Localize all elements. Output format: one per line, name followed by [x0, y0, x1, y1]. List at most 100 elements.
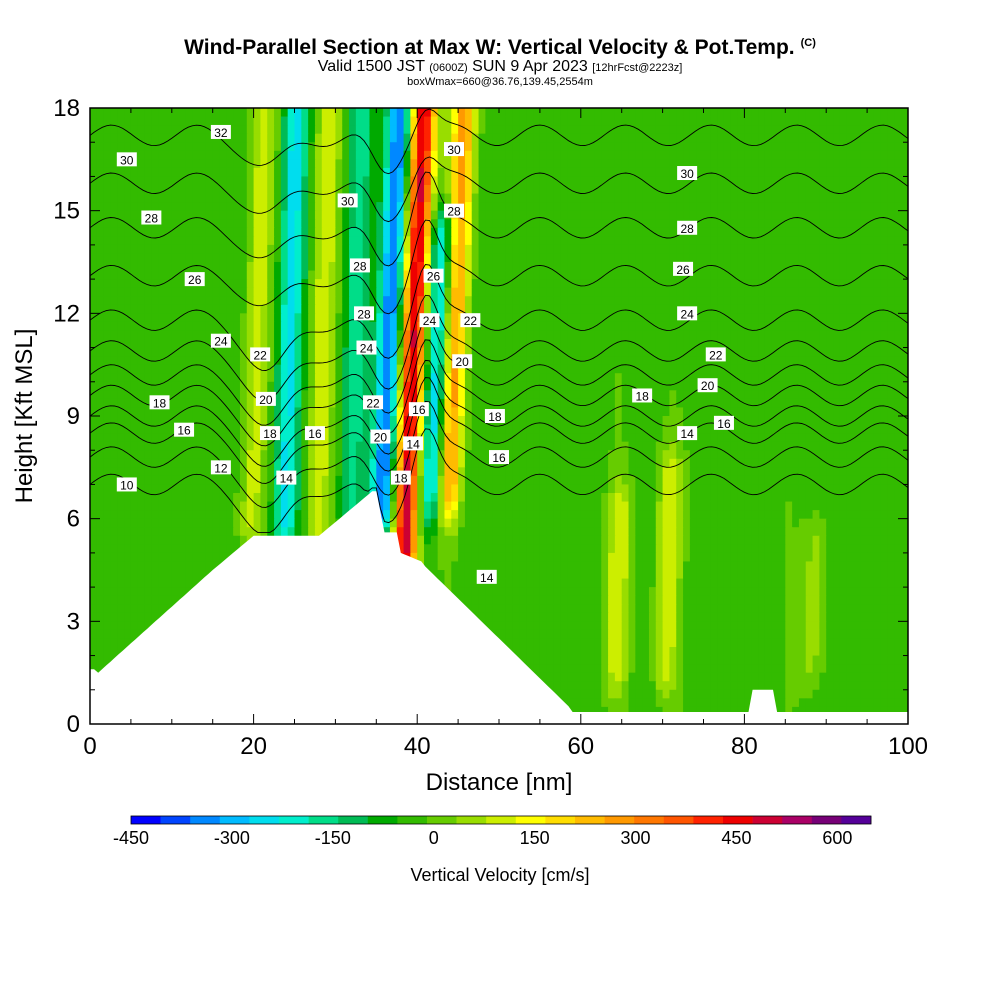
velocity-cell: [655, 450, 664, 460]
velocity-cell: [328, 253, 336, 263]
velocity-cell: [696, 142, 705, 152]
velocity-cell: [546, 381, 555, 391]
velocity-cell: [171, 167, 180, 178]
velocity-cell: [274, 108, 282, 118]
velocity-cell: [833, 364, 841, 374]
velocity-cell: [151, 236, 159, 246]
velocity-cell: [696, 356, 705, 366]
velocity-cell: [499, 185, 507, 195]
velocity-cell: [321, 356, 330, 366]
velocity-cell: [764, 142, 773, 152]
velocity-cell: [894, 321, 902, 332]
velocity-cell: [355, 458, 364, 468]
velocity-cell: [110, 244, 118, 255]
velocity-cell: [185, 150, 193, 160]
velocity-cell: [246, 193, 255, 203]
velocity-cell: [444, 364, 452, 374]
velocity-cell: [880, 270, 889, 280]
velocity-cell: [410, 356, 418, 366]
velocity-cell: [96, 236, 105, 246]
velocity-cell: [274, 441, 282, 451]
velocity-cell: [314, 441, 323, 451]
velocity-cell: [233, 176, 241, 186]
velocity-cell: [812, 347, 820, 357]
velocity-cell: [103, 167, 112, 178]
velocity-cell: [512, 381, 521, 391]
velocity-cell: [812, 390, 820, 400]
velocity-cell: [301, 304, 309, 314]
velocity-cell: [723, 373, 732, 383]
velocity-cell: [833, 304, 841, 314]
velocity-cell: [853, 142, 861, 152]
velocity-cell: [492, 159, 500, 169]
velocity-cell: [424, 125, 432, 135]
velocity-cell: [539, 321, 548, 332]
velocity-cell: [124, 313, 132, 323]
velocity-cell: [533, 219, 541, 229]
velocity-cell: [185, 227, 193, 237]
velocity-cell: [751, 416, 759, 426]
velocity-cell: [792, 202, 800, 212]
velocity-cell: [573, 244, 582, 255]
velocity-cell: [274, 142, 282, 152]
velocity-cell: [901, 441, 908, 451]
velocity-cell: [546, 270, 555, 280]
velocity-cell: [655, 262, 664, 272]
velocity-cell: [730, 125, 739, 135]
velocity-cell: [703, 193, 711, 203]
velocity-cell: [655, 296, 664, 306]
velocity-cell: [662, 364, 671, 374]
velocity-cell: [314, 133, 323, 143]
velocity-cell: [758, 227, 766, 237]
velocity-cell: [826, 416, 834, 426]
velocity-cell: [369, 424, 377, 434]
velocity-cell: [873, 270, 882, 280]
velocity-cell: [171, 150, 180, 160]
velocity-cell: [873, 296, 882, 306]
velocity-cell: [553, 373, 561, 383]
velocity-cell: [778, 185, 786, 195]
velocity-cell: [553, 381, 561, 391]
velocity-cell: [533, 373, 541, 383]
velocity-cell: [601, 296, 609, 306]
velocity-cell: [424, 133, 432, 143]
velocity-cell: [648, 176, 657, 186]
velocity-cell: [124, 287, 132, 297]
velocity-cell: [424, 296, 432, 306]
velocity-cell: [96, 244, 105, 255]
velocity-cell: [90, 202, 98, 212]
velocity-cell: [764, 133, 773, 143]
velocity-cell: [901, 356, 908, 366]
velocity-cell: [267, 356, 275, 366]
velocity-cell: [499, 176, 507, 186]
velocity-cell: [362, 287, 371, 297]
velocity-cell: [274, 202, 282, 212]
velocity-cell: [137, 313, 146, 323]
velocity-cell: [212, 321, 221, 332]
velocity-cell: [171, 185, 180, 195]
velocity-cell: [444, 407, 452, 417]
velocity-cell: [744, 373, 752, 383]
velocity-cell: [458, 390, 466, 400]
velocity-cell: [867, 321, 875, 332]
velocity-cell: [580, 339, 589, 349]
velocity-cell: [764, 108, 773, 118]
velocity-cell: [362, 219, 371, 229]
velocity-cell: [185, 433, 193, 443]
velocity-cell: [117, 296, 125, 306]
velocity-cell: [355, 373, 364, 383]
velocity-cell: [826, 176, 834, 186]
velocity-cell: [117, 253, 125, 263]
velocity-cell: [826, 287, 834, 297]
velocity-cell: [621, 219, 630, 229]
velocity-cell: [635, 330, 643, 340]
velocity-cell: [873, 390, 882, 400]
velocity-cell: [280, 321, 289, 332]
velocity-cell: [662, 433, 671, 443]
velocity-cell: [451, 185, 459, 195]
velocity-cell: [608, 210, 616, 220]
velocity-cell: [703, 125, 711, 135]
velocity-cell: [321, 227, 330, 237]
velocity-cell: [158, 185, 166, 195]
velocity-cell: [730, 176, 739, 186]
